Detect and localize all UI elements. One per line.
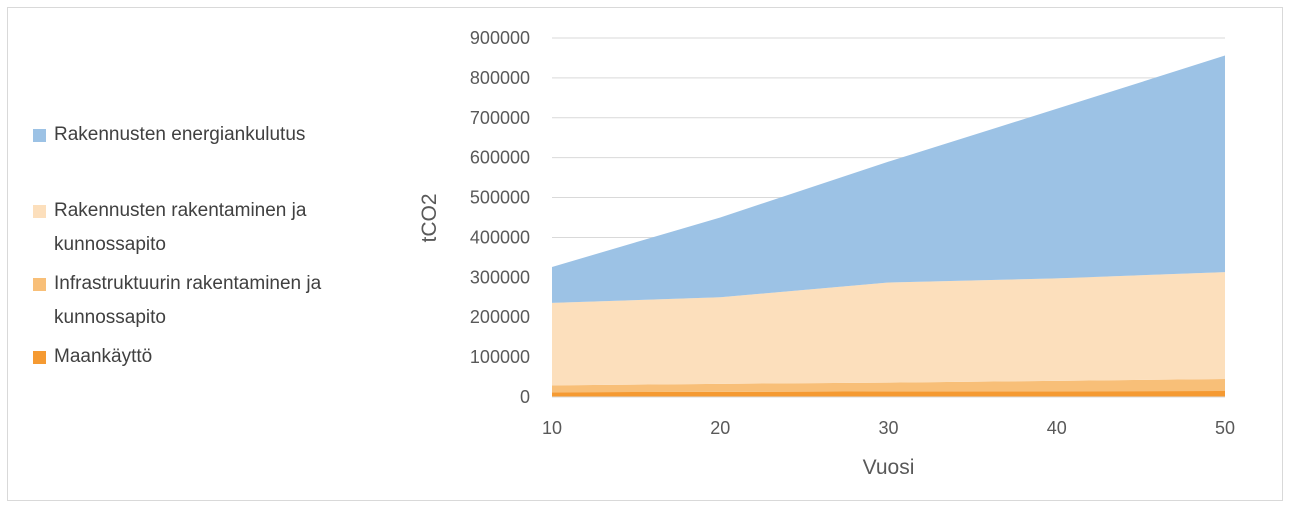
area-rakennusten-rakentaminen-ja-kunnossapito — [552, 272, 1225, 386]
x-tick-label: 40 — [1047, 418, 1067, 438]
legend-label-infrastruktuurin-rakentaminen: Infrastruktuurin rakentaminen ja kunnoss… — [54, 273, 322, 328]
y-axis-ticks: 0 100000 200000 300000 400000 500000 600000 700… — [470, 28, 530, 407]
legend-item-infrastruktuurin-rakentaminen: Infrastruktuurin rakentaminen ja kunnoss… — [33, 267, 393, 335]
legend-label-rakennusten-energiankulutus: Rakennusten energiankulutus — [54, 124, 306, 145]
y-tick-label: 800000 — [470, 68, 530, 88]
x-tick-label: 10 — [542, 418, 562, 438]
y-tick-label: 400000 — [470, 227, 530, 247]
legend-label-rakennusten-rakentaminen: Rakennusten rakentaminen ja kunnossapito — [54, 200, 307, 255]
y-tick-label: 900000 — [470, 28, 530, 48]
y-tick-label: 500000 — [470, 188, 530, 208]
legend-item-rakennusten-rakentaminen: Rakennusten rakentaminen ja kunnossapito — [33, 194, 393, 262]
x-axis-ticks: 10 20 30 40 50 — [542, 418, 1235, 438]
legend-swatch-infrastruktuurin-rakentaminen — [33, 278, 46, 291]
legend-swatch-maankaytto — [33, 351, 46, 364]
x-tick-label: 30 — [878, 418, 898, 438]
x-axis-title: Vuosi — [863, 456, 915, 479]
y-tick-label: 600000 — [470, 148, 530, 168]
legend-item-maankaytto: Maankäyttö — [33, 340, 393, 374]
y-tick-label: 100000 — [470, 347, 530, 367]
area-series — [552, 55, 1225, 397]
area-maank-ytt- — [552, 391, 1225, 397]
legend-swatch-rakennusten-energiankulutus — [33, 129, 46, 142]
y-tick-label: 200000 — [470, 307, 530, 327]
y-tick-label: 700000 — [470, 108, 530, 128]
legend-item-rakennusten-energiankulutus: Rakennusten energiankulutus — [33, 118, 393, 152]
x-tick-label: 20 — [710, 418, 730, 438]
y-tick-label: 300000 — [470, 267, 530, 287]
legend-label-maankaytto: Maankäyttö — [54, 346, 153, 367]
legend-swatch-rakennusten-rakentaminen — [33, 205, 46, 218]
area-rakennusten-energiankulutus — [552, 55, 1225, 303]
y-axis-title: tCO2 — [418, 193, 441, 242]
x-tick-label: 50 — [1215, 418, 1235, 438]
y-tick-label: 0 — [520, 387, 530, 407]
area-infrastruktuurin-rakentaminen-ja-kunnossapito — [552, 379, 1225, 393]
chart-frame — [7, 7, 1283, 501]
